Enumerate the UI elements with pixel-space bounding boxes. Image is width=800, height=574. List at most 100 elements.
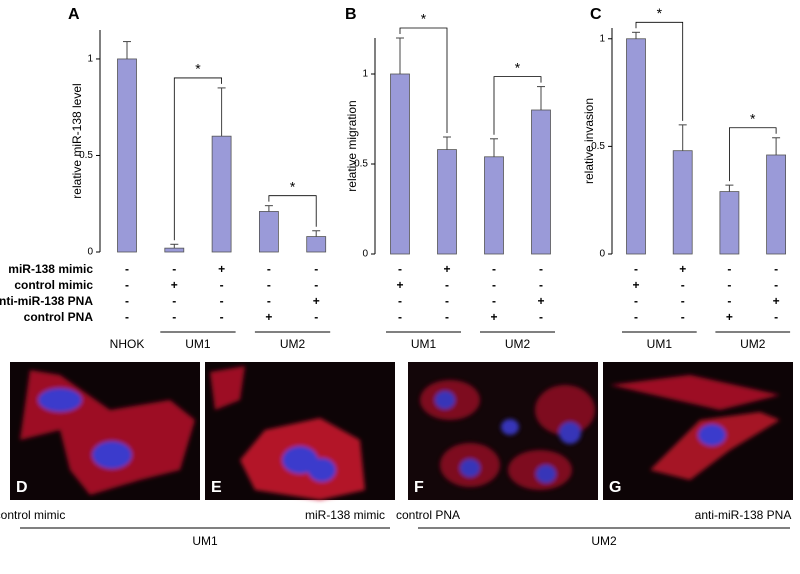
treatment-sign: + bbox=[265, 310, 272, 324]
bar bbox=[437, 149, 457, 255]
y-tick-label: 0 bbox=[599, 249, 605, 260]
treatment-sign: - bbox=[172, 310, 176, 324]
image-caption: control mimic bbox=[0, 508, 65, 522]
treatment-sign: - bbox=[539, 310, 543, 324]
panel-label: C bbox=[590, 6, 602, 23]
treatment-sign: + bbox=[726, 310, 733, 324]
significance-bracket bbox=[399, 27, 448, 133]
significance-bracket bbox=[268, 195, 317, 227]
y-tick-label: 0.5 bbox=[591, 141, 605, 152]
micrograph-f bbox=[408, 362, 598, 500]
image-group-label: UM2 bbox=[591, 534, 617, 548]
bar bbox=[531, 109, 551, 255]
image-group-label: UM1 bbox=[192, 534, 218, 548]
y-tick-label: 0 bbox=[362, 249, 368, 260]
treatment-sign: + bbox=[773, 294, 780, 308]
group-label: UM2 bbox=[505, 337, 531, 351]
group-label: NHOK bbox=[110, 337, 145, 351]
treatment-sign: - bbox=[492, 262, 496, 276]
treatment-label: miR-138 mimic bbox=[8, 262, 93, 276]
treatment-sign: - bbox=[681, 310, 685, 324]
treatment-sign: - bbox=[445, 310, 449, 324]
treatment-sign: - bbox=[172, 294, 176, 308]
panel-label: A bbox=[68, 6, 80, 23]
treatment-sign: - bbox=[445, 294, 449, 308]
image-label: F bbox=[414, 479, 424, 496]
image-caption: miR-138 mimic bbox=[305, 508, 385, 522]
significance-bracket bbox=[729, 127, 777, 182]
significance-bracket bbox=[173, 77, 222, 241]
treatment-sign: + bbox=[632, 278, 639, 292]
treatment-sign: + bbox=[679, 262, 686, 276]
treatment-sign: - bbox=[267, 278, 271, 292]
treatment-sign: - bbox=[314, 310, 318, 324]
treatment-sign: - bbox=[314, 262, 318, 276]
treatment-sign: - bbox=[398, 294, 402, 308]
significance-label: * bbox=[421, 11, 427, 27]
image-caption: anti-miR-138 PNA bbox=[695, 508, 792, 522]
treatment-sign: - bbox=[634, 262, 638, 276]
treatment-sign: + bbox=[490, 310, 497, 324]
treatment-sign: - bbox=[172, 262, 176, 276]
image-caption: control PNA bbox=[396, 508, 460, 522]
treatment-sign: - bbox=[727, 262, 731, 276]
treatment-sign: - bbox=[220, 278, 224, 292]
significance-label: * bbox=[515, 59, 521, 75]
group-label: UM1 bbox=[647, 337, 673, 351]
image-label: G bbox=[609, 479, 621, 496]
treatment-sign: - bbox=[125, 262, 129, 276]
bar bbox=[626, 38, 646, 255]
treatment-sign: - bbox=[125, 310, 129, 324]
treatment-sign: - bbox=[634, 294, 638, 308]
group-label: UM1 bbox=[411, 337, 437, 351]
treatment-sign: - bbox=[727, 278, 731, 292]
bar bbox=[719, 191, 740, 255]
treatment-sign: - bbox=[267, 262, 271, 276]
treatment-sign: - bbox=[681, 278, 685, 292]
treatment-sign: - bbox=[539, 262, 543, 276]
y-axis-label: relative miR-138 level bbox=[70, 83, 84, 198]
micrograph-d bbox=[10, 362, 200, 500]
treatment-sign: - bbox=[398, 262, 402, 276]
treatment-sign: - bbox=[267, 294, 271, 308]
significance-label: * bbox=[195, 61, 201, 77]
bar bbox=[211, 135, 232, 253]
treatment-sign: + bbox=[537, 294, 544, 308]
treatment-sign: + bbox=[171, 278, 178, 292]
bar bbox=[117, 58, 137, 253]
significance-label: * bbox=[290, 178, 296, 194]
micrograph-e bbox=[205, 362, 395, 500]
image-label: D bbox=[16, 479, 28, 496]
treatment-sign: - bbox=[220, 310, 224, 324]
treatment-sign: - bbox=[445, 278, 449, 292]
treatment-sign: - bbox=[539, 278, 543, 292]
treatment-label: anti-miR-138 PNA bbox=[0, 294, 93, 308]
treatment-label: control PNA bbox=[24, 310, 94, 324]
treatment-sign: - bbox=[774, 278, 778, 292]
bar bbox=[390, 73, 410, 255]
y-axis-label: relative invasion bbox=[582, 98, 596, 184]
bar bbox=[306, 236, 327, 253]
group-label: UM2 bbox=[740, 337, 766, 351]
treatment-sign: + bbox=[443, 262, 450, 276]
treatment-sign: - bbox=[727, 294, 731, 308]
y-tick-label: 0 bbox=[87, 247, 93, 258]
treatment-sign: + bbox=[313, 294, 320, 308]
y-tick-label: 1 bbox=[599, 33, 605, 44]
treatment-sign: - bbox=[314, 278, 318, 292]
bar bbox=[766, 154, 786, 255]
treatment-sign: - bbox=[774, 310, 778, 324]
y-tick-label: 1 bbox=[362, 69, 368, 80]
treatment-sign: + bbox=[396, 278, 403, 292]
y-axis-label: relative migration bbox=[345, 100, 359, 191]
group-label: UM2 bbox=[280, 337, 306, 351]
bar bbox=[484, 156, 504, 255]
y-tick-label: 0.5 bbox=[79, 150, 93, 161]
treatment-sign: - bbox=[220, 294, 224, 308]
treatment-sign: - bbox=[492, 294, 496, 308]
significance-bracket bbox=[635, 21, 684, 121]
y-tick-label: 0.5 bbox=[354, 159, 368, 170]
treatment-sign: - bbox=[125, 278, 129, 292]
treatment-sign: - bbox=[398, 310, 402, 324]
